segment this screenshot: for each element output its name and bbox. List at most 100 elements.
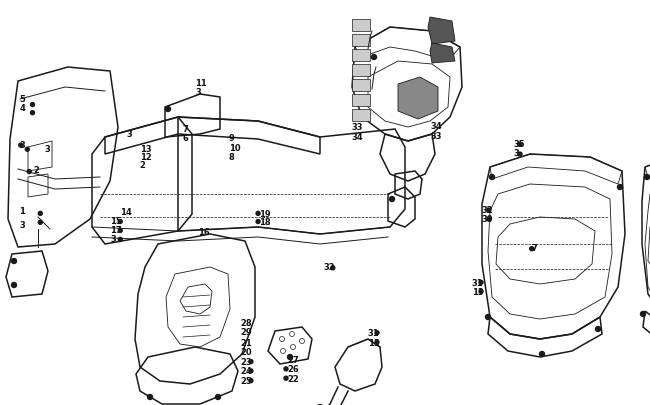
Circle shape <box>38 212 42 216</box>
Polygon shape <box>352 80 370 92</box>
Text: 31: 31 <box>472 278 484 287</box>
Circle shape <box>479 281 483 285</box>
Text: 31: 31 <box>368 328 380 337</box>
Circle shape <box>389 197 395 202</box>
Circle shape <box>118 229 122 233</box>
Text: 14: 14 <box>120 208 132 217</box>
Circle shape <box>118 238 122 242</box>
Circle shape <box>249 379 253 383</box>
Text: 27: 27 <box>287 355 299 364</box>
Polygon shape <box>352 110 370 122</box>
Text: 35: 35 <box>514 139 525 148</box>
Text: 18: 18 <box>259 217 270 226</box>
Text: 12: 12 <box>140 153 151 162</box>
Text: 34: 34 <box>351 132 363 141</box>
Text: 33: 33 <box>430 131 442 140</box>
Polygon shape <box>428 18 455 45</box>
Text: 1: 1 <box>20 206 25 215</box>
Polygon shape <box>430 44 455 64</box>
Circle shape <box>249 360 253 364</box>
Circle shape <box>19 144 23 148</box>
Circle shape <box>31 103 34 107</box>
Circle shape <box>487 217 491 222</box>
Text: 11: 11 <box>195 79 207 87</box>
Circle shape <box>256 212 260 216</box>
Text: 10: 10 <box>229 143 240 152</box>
Circle shape <box>487 209 491 213</box>
Circle shape <box>375 340 379 344</box>
Text: 33: 33 <box>351 123 363 132</box>
Text: 24: 24 <box>240 367 252 375</box>
Circle shape <box>25 148 29 152</box>
Text: 7: 7 <box>532 243 538 252</box>
Text: 34: 34 <box>430 122 442 131</box>
Circle shape <box>595 327 601 332</box>
Circle shape <box>530 247 534 251</box>
Text: 7: 7 <box>182 124 188 133</box>
Text: 2: 2 <box>34 166 40 175</box>
Circle shape <box>518 153 522 157</box>
Circle shape <box>645 175 649 180</box>
Text: 9: 9 <box>229 134 235 143</box>
Text: 28: 28 <box>240 318 252 327</box>
Text: 26: 26 <box>287 364 299 373</box>
Circle shape <box>31 111 34 115</box>
Circle shape <box>249 369 253 373</box>
Text: 32: 32 <box>481 205 493 214</box>
Text: 17: 17 <box>111 226 122 234</box>
Text: 25: 25 <box>240 376 252 385</box>
Polygon shape <box>352 95 370 107</box>
Text: 16: 16 <box>198 227 210 236</box>
Polygon shape <box>352 20 370 32</box>
Text: 15: 15 <box>111 217 122 226</box>
Circle shape <box>148 394 153 399</box>
Polygon shape <box>352 35 370 47</box>
Text: 13: 13 <box>140 145 151 153</box>
Text: 13: 13 <box>368 338 380 347</box>
Circle shape <box>27 170 31 174</box>
Circle shape <box>12 259 16 264</box>
Text: 19: 19 <box>259 209 270 218</box>
Text: 4: 4 <box>20 104 25 113</box>
Circle shape <box>12 283 16 288</box>
Text: 3: 3 <box>514 149 519 158</box>
Text: 5: 5 <box>20 95 25 104</box>
Text: 30: 30 <box>481 214 493 223</box>
Text: 3: 3 <box>111 234 116 243</box>
Circle shape <box>216 394 220 399</box>
Text: 8: 8 <box>229 153 235 162</box>
Circle shape <box>486 315 491 320</box>
Text: 2: 2 <box>140 161 146 170</box>
Circle shape <box>518 143 522 147</box>
Circle shape <box>331 266 335 270</box>
Text: 3: 3 <box>20 220 25 229</box>
Text: 3: 3 <box>44 145 50 153</box>
Polygon shape <box>352 65 370 77</box>
Circle shape <box>118 220 122 224</box>
Circle shape <box>284 367 288 371</box>
Circle shape <box>618 185 623 190</box>
Text: 6: 6 <box>182 133 188 142</box>
Text: 20: 20 <box>240 347 252 356</box>
Circle shape <box>284 376 288 380</box>
Text: 21: 21 <box>240 338 252 347</box>
Circle shape <box>166 107 170 112</box>
Circle shape <box>38 221 42 225</box>
Circle shape <box>640 312 645 317</box>
Circle shape <box>479 290 483 294</box>
Text: 3: 3 <box>20 141 25 149</box>
Text: 23: 23 <box>240 357 252 366</box>
Circle shape <box>372 55 376 60</box>
Circle shape <box>489 175 495 180</box>
Circle shape <box>287 355 292 360</box>
Polygon shape <box>398 78 438 120</box>
Text: 13: 13 <box>472 287 484 296</box>
Text: 32: 32 <box>324 263 335 272</box>
Text: 3: 3 <box>195 88 201 97</box>
Circle shape <box>375 331 379 335</box>
Text: 29: 29 <box>240 328 252 337</box>
Text: 3: 3 <box>127 130 133 139</box>
Circle shape <box>540 352 545 357</box>
Polygon shape <box>352 50 370 62</box>
Circle shape <box>256 220 260 224</box>
